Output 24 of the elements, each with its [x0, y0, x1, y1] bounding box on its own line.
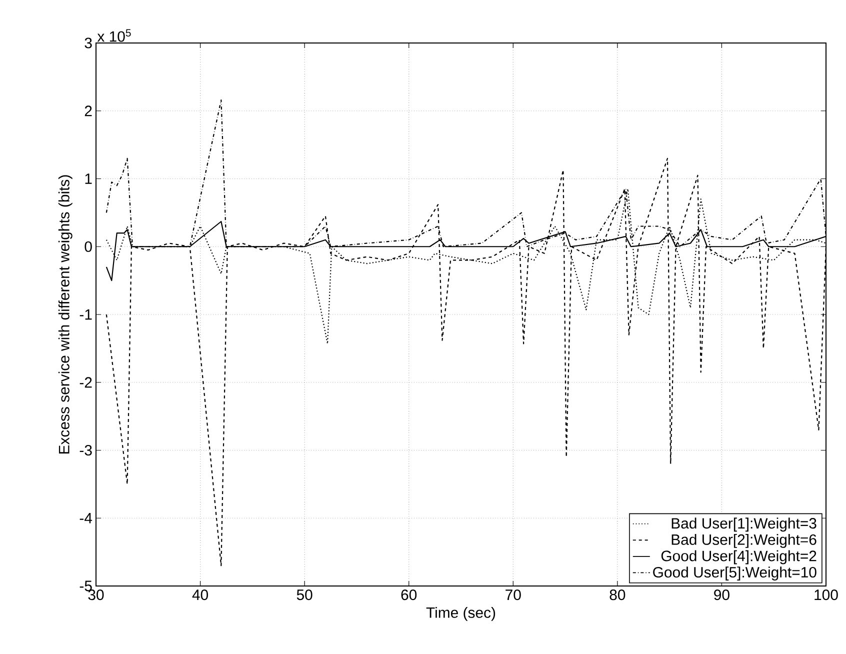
y-tick-label: 2 [84, 106, 92, 116]
text: x 10$^{5}$ [97, 29, 131, 42]
legend-label: Bad User[1]:Weight=3 [672, 518, 816, 532]
y-tick-label: -5 [80, 580, 92, 592]
y-tick-label: -2 [80, 377, 92, 388]
legend-label: Good User[4]:Weight=2 [661, 550, 816, 564]
x-axis-title: Time (sec) [426, 606, 496, 621]
y-tick-label: 0 [84, 241, 92, 252]
x-tick-label: 100 [814, 590, 838, 600]
x-tick-label: 70 [506, 590, 521, 600]
y-tick-label: -4 [80, 512, 92, 524]
x-tick-label: 60 [401, 590, 417, 600]
y-tick-label: -3 [80, 444, 92, 456]
y-axis-title: Excess service with different weights (bits) [58, 175, 72, 454]
x-tick-label: 90 [714, 590, 730, 600]
y-tick-label: -1 [80, 309, 92, 320]
legend-label: Good User[5]:Weight=10 [653, 566, 816, 580]
legend-label: Bad User[2]:Weight=6 [672, 534, 816, 548]
x-tick-label: 50 [296, 590, 312, 600]
x-tick-label: 80 [610, 590, 626, 600]
x-tick-label: 40 [192, 590, 208, 600]
y-tick-label: 3 [84, 38, 92, 48]
x-tick-label: 30 [88, 590, 104, 600]
y-tick-label: 1 [85, 174, 92, 184]
